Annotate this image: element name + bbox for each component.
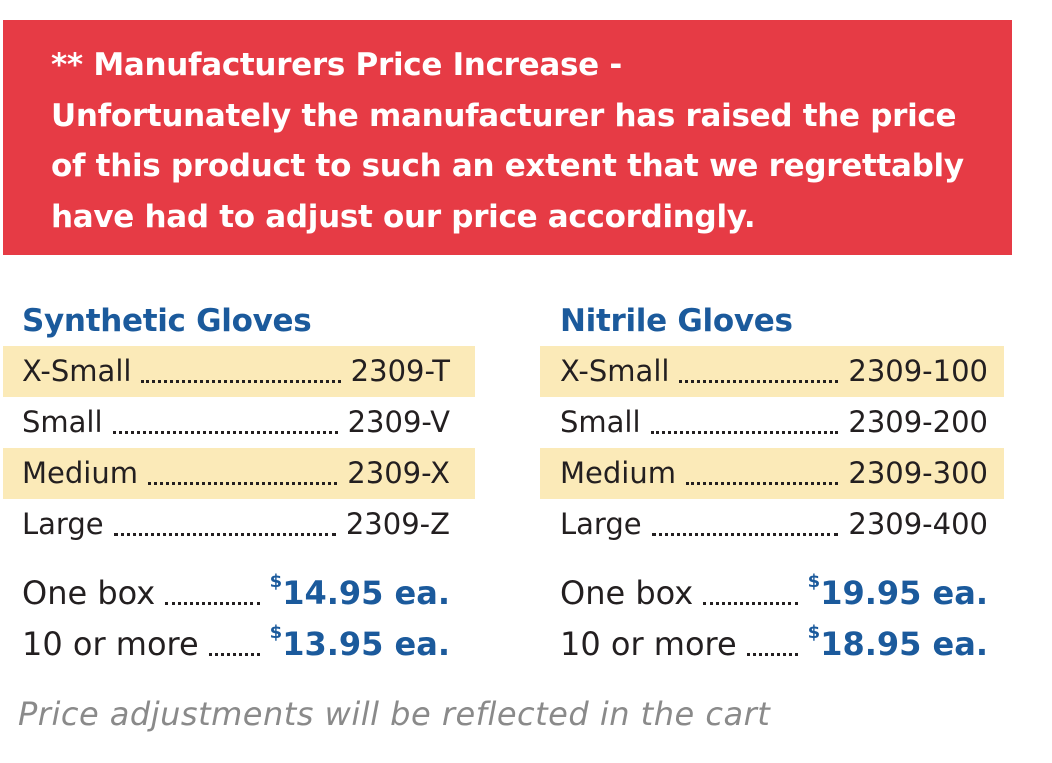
size-name: Large xyxy=(560,507,642,541)
price: $18.95 ea. xyxy=(808,619,988,670)
price-row: 10 or more $13.95 ea. xyxy=(3,619,475,670)
banner-line: have had to adjust our price accordingly… xyxy=(51,198,756,235)
size-row: Medium 2309-300 xyxy=(540,448,1004,499)
item-code: 2309-200 xyxy=(848,405,988,439)
price: $14.95 ea. xyxy=(270,568,450,619)
product-column: Synthetic Gloves X-Small 2309-T Small 2309-V… xyxy=(3,296,475,670)
price-value: 18.95 ea. xyxy=(820,625,988,663)
product-title: Synthetic Gloves xyxy=(22,303,312,339)
dot-leader xyxy=(208,653,260,656)
quantity-label: One box xyxy=(22,574,156,612)
item-code: 2309-300 xyxy=(848,456,988,490)
size-name: Small xyxy=(22,405,103,439)
size-row: Medium 2309-X xyxy=(3,448,475,499)
spacer xyxy=(3,550,475,568)
product-title: Nitrile Gloves xyxy=(560,303,793,339)
size-name: Small xyxy=(560,405,641,439)
item-code: 2309-X xyxy=(347,456,450,490)
price-value: 14.95 ea. xyxy=(282,574,450,612)
dot-leader xyxy=(650,431,839,434)
item-code: 2309-400 xyxy=(848,507,988,541)
quantity-label: One box xyxy=(560,574,694,612)
dot-leader xyxy=(165,602,260,605)
quantity-label: 10 or more xyxy=(22,625,199,663)
size-name: Medium xyxy=(560,456,676,490)
size-row: X-Small 2309-T xyxy=(3,346,475,397)
item-code: 2309-T xyxy=(350,354,450,388)
notice-banner: ** Manufacturers Price Increase - Unfortu… xyxy=(3,20,1012,255)
size-name: Large xyxy=(22,507,104,541)
price: $19.95 ea. xyxy=(808,568,988,619)
size-row: Large 2309-400 xyxy=(540,499,1004,550)
dot-leader xyxy=(703,602,798,605)
size-name: Medium xyxy=(22,456,138,490)
dot-leader xyxy=(651,533,839,536)
size-name: X-Small xyxy=(22,354,132,388)
item-code: 2309-V xyxy=(347,405,450,439)
product-column: Nitrile Gloves X-Small 2309-100 Small 2309-2… xyxy=(540,296,1004,670)
dot-leader xyxy=(685,482,839,485)
item-code: 2309-Z xyxy=(345,507,450,541)
footnote: Price adjustments will be reflected in t… xyxy=(18,695,771,733)
banner-line: of this product to such an extent that w… xyxy=(51,148,964,184)
dot-leader xyxy=(147,482,338,485)
size-row: Small 2309-V xyxy=(3,397,475,448)
price-value: 13.95 ea. xyxy=(282,625,450,663)
currency: $ xyxy=(269,622,283,643)
quantity-label: 10 or more xyxy=(560,625,737,663)
size-name: X-Small xyxy=(560,354,670,388)
currency: $ xyxy=(807,622,821,643)
currency: $ xyxy=(807,571,821,592)
price: $13.95 ea. xyxy=(270,619,450,670)
price-row: One box $19.95 ea. xyxy=(540,568,1004,619)
item-code: 2309-100 xyxy=(848,354,988,388)
banner-line: ** Manufacturers Price Increase - xyxy=(51,47,622,83)
price-row: One box $14.95 ea. xyxy=(3,568,475,619)
price-row: 10 or more $18.95 ea. xyxy=(540,619,1004,670)
size-row: Small 2309-200 xyxy=(540,397,1004,448)
dot-leader xyxy=(113,533,336,536)
dot-leader xyxy=(746,653,798,656)
banner-line: Unfortunately the manufacturer has raise… xyxy=(51,97,957,134)
price-value: 19.95 ea. xyxy=(820,574,988,612)
size-row: Large 2309-Z xyxy=(3,499,475,550)
spacer xyxy=(540,550,1004,568)
size-row: X-Small 2309-100 xyxy=(540,346,1004,397)
dot-leader xyxy=(112,431,338,434)
currency: $ xyxy=(269,571,283,592)
dot-leader xyxy=(679,380,839,383)
dot-leader xyxy=(141,380,341,383)
